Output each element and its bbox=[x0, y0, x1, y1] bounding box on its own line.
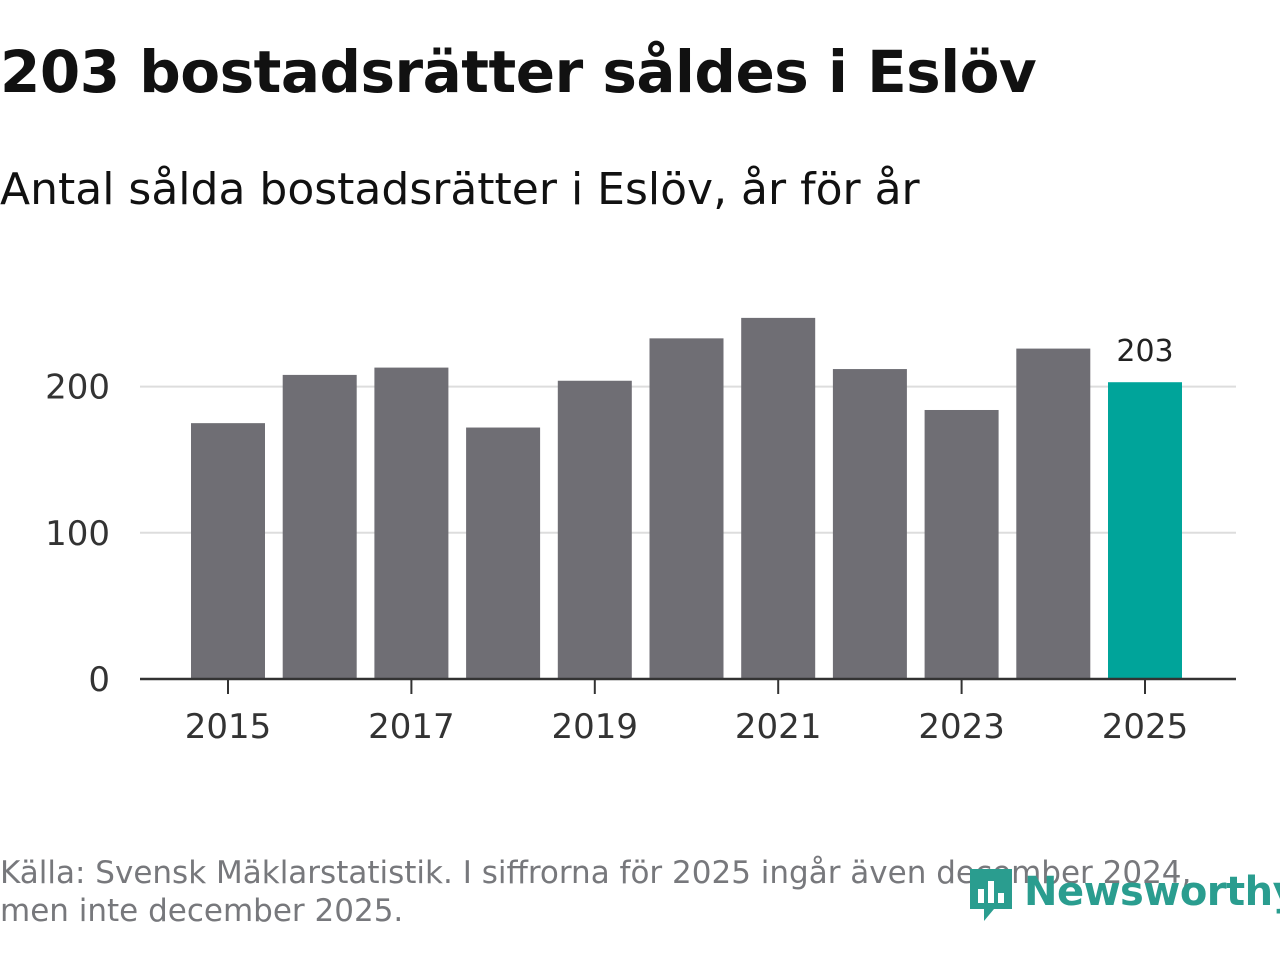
bar-2016 bbox=[283, 375, 357, 679]
bar-2024 bbox=[1016, 349, 1090, 679]
bar-2015 bbox=[191, 423, 265, 679]
bar-2025 bbox=[1108, 382, 1182, 679]
x-tick-label: 2019 bbox=[552, 707, 639, 747]
newsworthy-logo-icon bbox=[964, 859, 1018, 925]
bar-2017 bbox=[374, 368, 448, 679]
bar-2020 bbox=[650, 338, 724, 679]
x-tick-label: 2021 bbox=[735, 707, 822, 747]
newsworthy-logo-text: Newsworthy bbox=[1024, 869, 1280, 915]
y-tick-label: 100 bbox=[45, 514, 110, 554]
bar-2018 bbox=[466, 428, 540, 679]
bar-data-label: 203 bbox=[1116, 334, 1173, 369]
x-tick-label: 2023 bbox=[918, 707, 1005, 747]
bar-2021 bbox=[741, 318, 815, 679]
y-tick-label: 200 bbox=[45, 368, 110, 408]
bar-chart: 0 100 200 203 2015 2017 2019 2021 2023 2025 bbox=[0, 0, 1280, 800]
newsworthy-logo: Newsworthy bbox=[964, 858, 1280, 926]
bar-2019 bbox=[558, 381, 632, 679]
y-tick-label: 0 bbox=[88, 660, 110, 700]
bar-2022 bbox=[833, 369, 907, 679]
x-tick-label: 2015 bbox=[185, 707, 272, 747]
x-tick-label: 2025 bbox=[1102, 707, 1189, 747]
bar-2023 bbox=[925, 410, 999, 679]
x-tick-label: 2017 bbox=[368, 707, 455, 747]
